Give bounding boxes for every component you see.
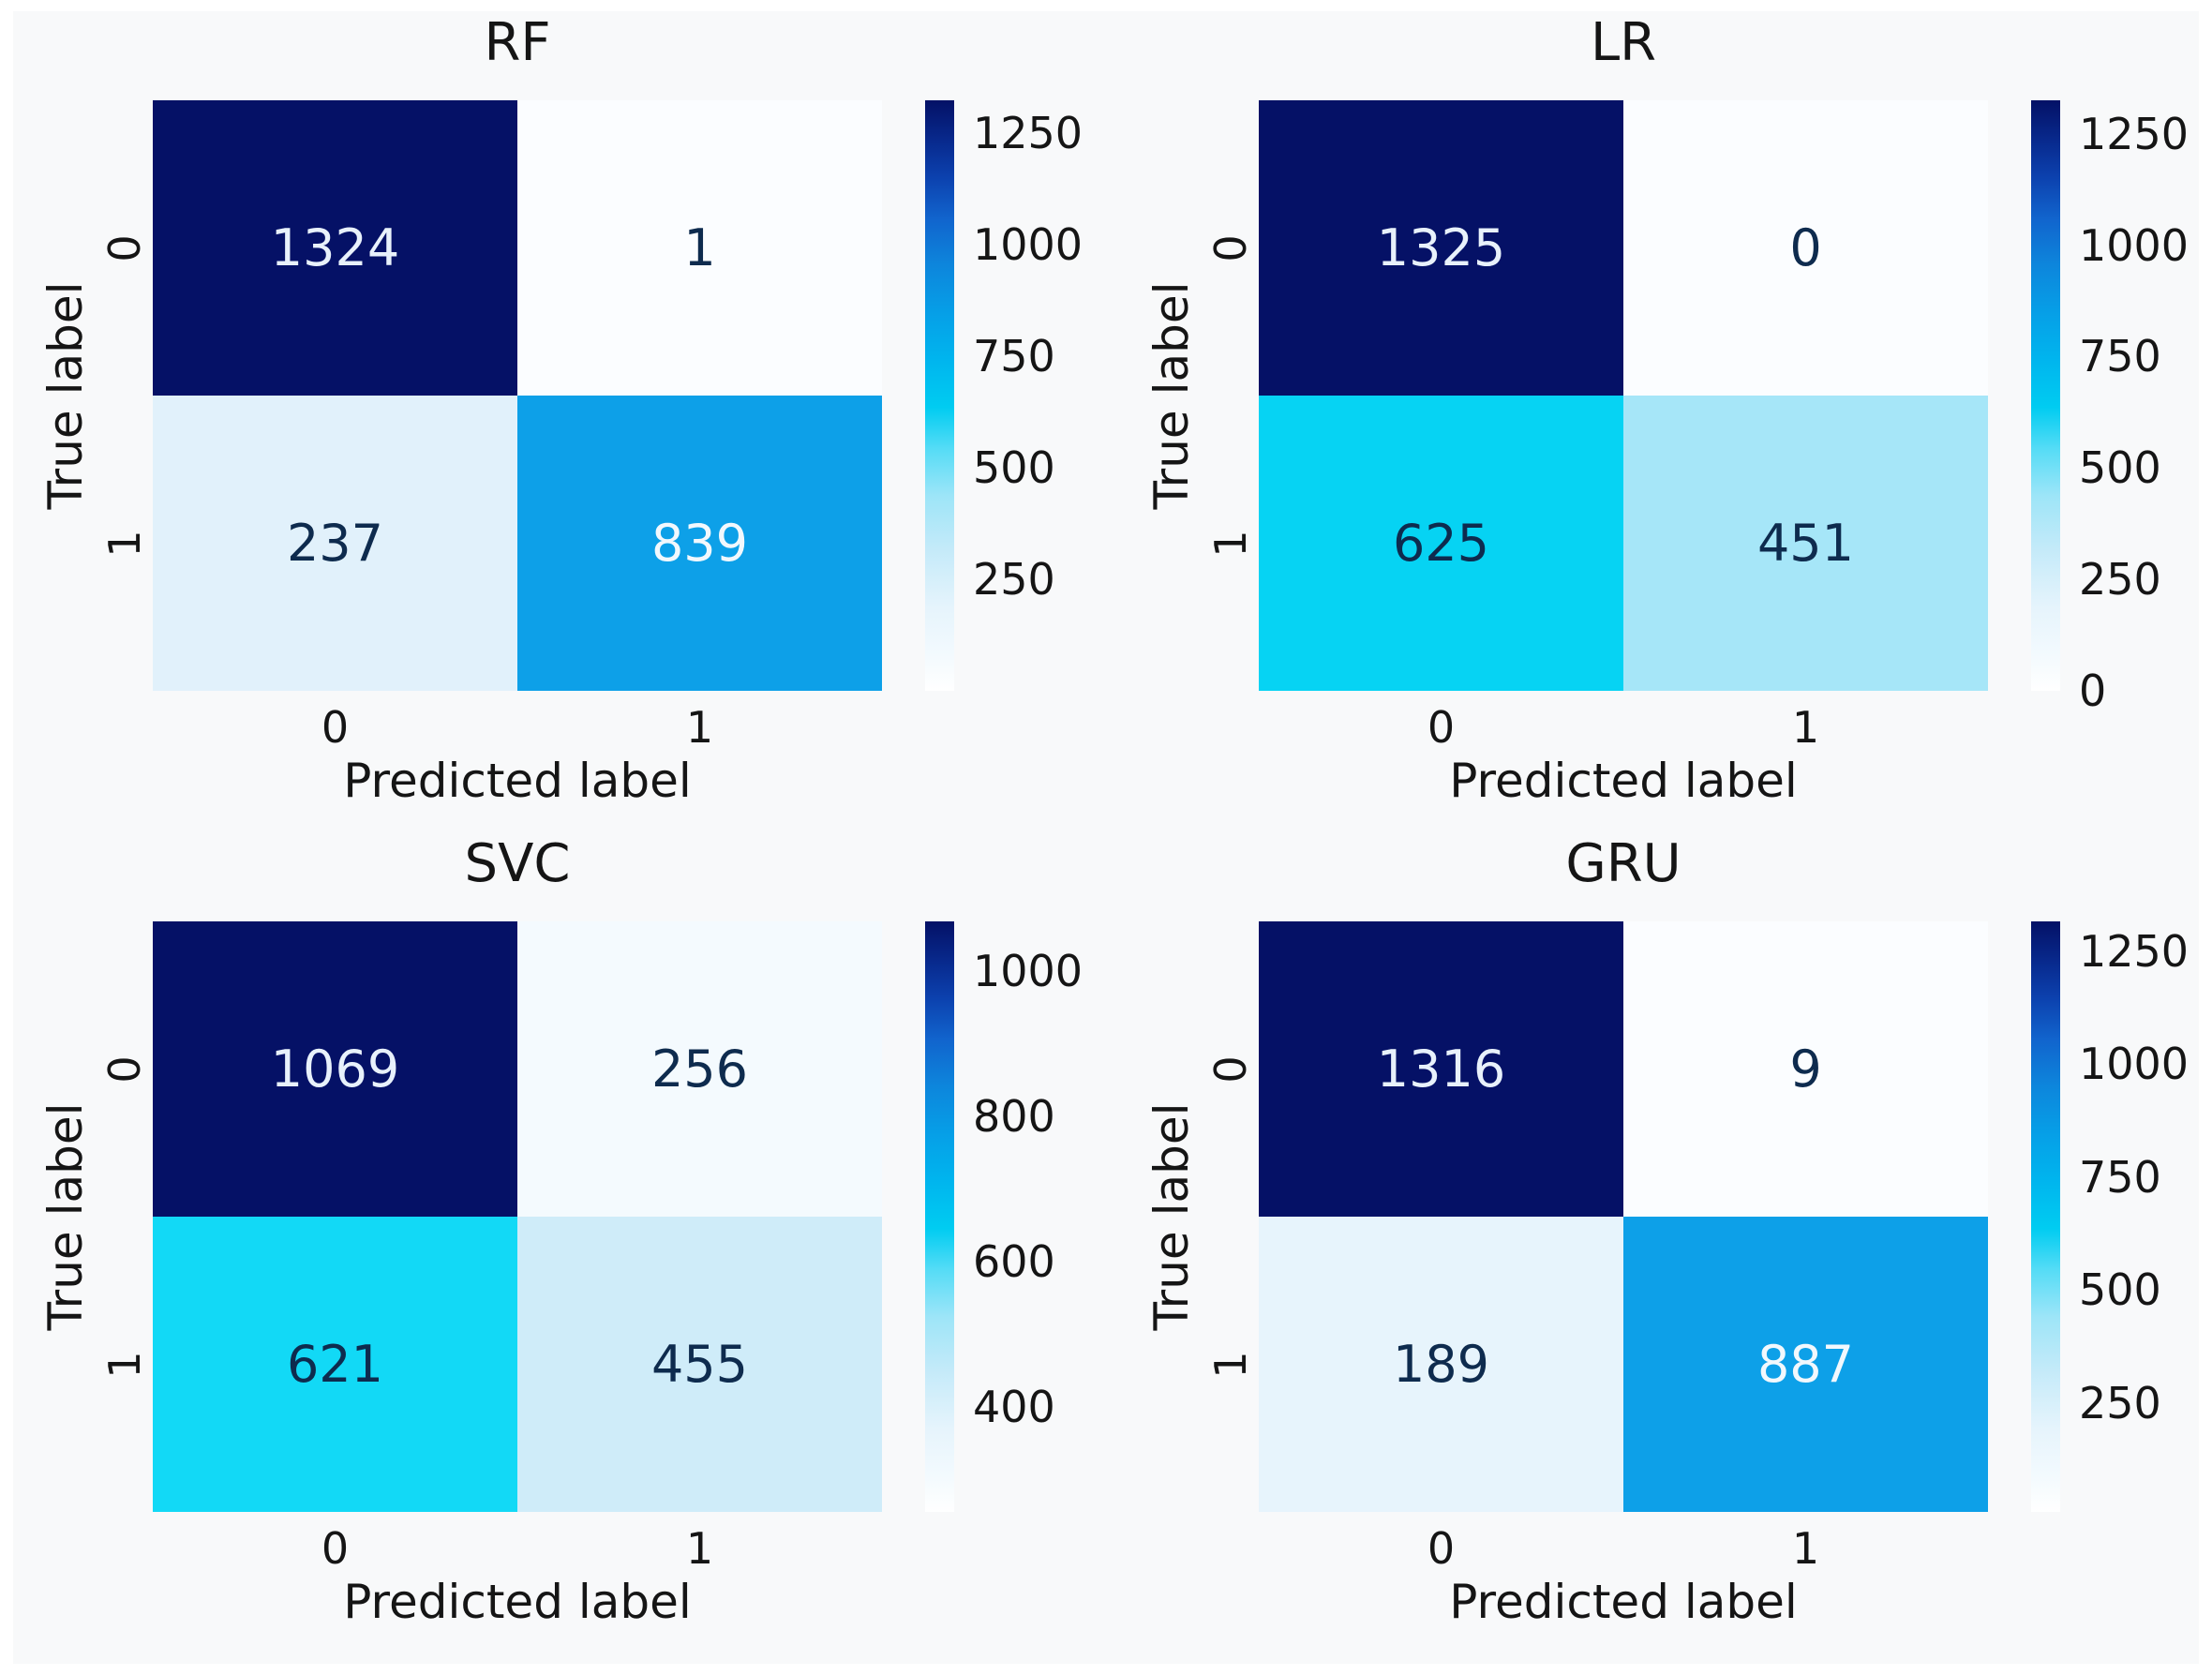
cell-value: 839: [650, 514, 749, 573]
colorbar-tick-label: 1250: [973, 108, 1084, 159]
y-axis-label: True label: [38, 281, 93, 510]
y-tick-label-1: 1: [99, 1350, 150, 1379]
colorbar-tick-label: 400: [973, 1382, 1055, 1433]
colorbar-tick-label: 750: [973, 331, 1055, 382]
colorbar-tick-label: 250: [2079, 1377, 2161, 1428]
colorbar-tick-label: 250: [2079, 554, 2161, 606]
colorbar: [925, 921, 954, 1512]
matrix-cell-r0c0: 1324: [153, 100, 517, 396]
colorbar-tick-label: 750: [2079, 331, 2161, 382]
panel-lr: LR 1325 0 625 451 0 1 Predicted label 0 1 True lab…: [1106, 0, 2212, 854]
panel-title: GRU: [1565, 833, 1681, 894]
colorbar-tick-label: 1250: [2079, 108, 2190, 159]
y-tick-label-0: 0: [99, 1054, 150, 1084]
colorbar-tick-label: 500: [973, 442, 1055, 494]
x-tick-label-1: 1: [1791, 1523, 1820, 1574]
panel-svc: SVC 1069 256 621 455 0 1 Predicted label 0 1 True …: [0, 821, 1106, 1675]
colorbar-tick-label: 1000: [973, 219, 1084, 271]
cell-value: 1324: [270, 218, 400, 277]
matrix-cell-r1c0: 625: [1259, 396, 1623, 691]
colorbar-tick-label: 250: [973, 554, 1055, 606]
colorbar: [2031, 921, 2060, 1512]
matrix-cell-r1c1: 451: [1623, 396, 1988, 691]
cell-value: 9: [1789, 1039, 1822, 1099]
matrix-cell-r0c1: 1: [517, 100, 882, 396]
panel-title: LR: [1590, 12, 1657, 73]
cell-value: 887: [1756, 1335, 1855, 1394]
x-axis-label: Predicted label: [343, 1575, 692, 1629]
matrix-cell-r0c1: 0: [1623, 100, 1988, 396]
matrix-cell-r1c1: 455: [517, 1217, 882, 1512]
x-tick-label-1: 1: [1791, 702, 1820, 753]
cell-value: 625: [1392, 514, 1490, 573]
x-axis-label: Predicted label: [1449, 1575, 1798, 1629]
x-tick-label-1: 1: [685, 702, 714, 753]
matrix-cell-r0c0: 1316: [1259, 921, 1623, 1217]
colorbar-tick-label: 750: [2079, 1151, 2161, 1203]
cell-value: 1069: [270, 1039, 400, 1099]
y-axis-label: True label: [1144, 281, 1199, 510]
colorbar: [925, 100, 954, 691]
y-tick-label-0: 0: [1205, 233, 1256, 262]
y-tick-label-0: 0: [1205, 1054, 1256, 1084]
cell-value: 455: [650, 1335, 749, 1394]
x-tick-label-0: 0: [1427, 1523, 1456, 1574]
colorbar-tick-label: 1250: [2079, 925, 2190, 977]
confusion-matrix: 1324 1 237 839: [153, 100, 882, 691]
y-axis-label: True label: [38, 1102, 93, 1331]
x-axis-label: Predicted label: [343, 754, 692, 808]
confusion-matrix: 1316 9 189 887: [1259, 921, 1988, 1512]
colorbar-tick-label: 0: [2079, 666, 2107, 716]
x-tick-label-0: 0: [321, 702, 350, 753]
panel-title: SVC: [464, 833, 571, 894]
cell-value: 1316: [1376, 1039, 1506, 1099]
matrix-cell-r0c1: 256: [517, 921, 882, 1217]
colorbar-tick-label: 1000: [2079, 219, 2190, 271]
cell-value: 1: [683, 218, 716, 277]
x-tick-label-0: 0: [321, 1523, 350, 1574]
cell-value: 451: [1756, 514, 1855, 573]
colorbar-tick-label: 600: [973, 1236, 1055, 1288]
y-tick-label-0: 0: [99, 233, 150, 262]
colorbar: [2031, 100, 2060, 691]
cell-value: 189: [1392, 1335, 1490, 1394]
matrix-cell-r0c0: 1325: [1259, 100, 1623, 396]
confusion-matrix: 1069 256 621 455: [153, 921, 882, 1512]
cell-value: 0: [1789, 218, 1822, 277]
x-tick-label-0: 0: [1427, 702, 1456, 753]
panel-rf: RF 1324 1 237 839 0 1 Predicted label 0 1 True lab…: [0, 0, 1106, 854]
x-tick-label-1: 1: [685, 1523, 714, 1574]
matrix-cell-r0c1: 9: [1623, 921, 1988, 1217]
confusion-matrix: 1325 0 625 451: [1259, 100, 1988, 691]
cell-value: 621: [286, 1335, 384, 1394]
matrix-cell-r1c1: 839: [517, 396, 882, 691]
matrix-cell-r1c0: 189: [1259, 1217, 1623, 1512]
x-axis-label: Predicted label: [1449, 754, 1798, 808]
colorbar-tick-label: 1000: [973, 946, 1084, 997]
cell-value: 256: [650, 1039, 749, 1099]
cell-value: 237: [286, 514, 384, 573]
y-tick-label-1: 1: [1205, 1350, 1256, 1379]
colorbar-tick-label: 500: [2079, 1264, 2161, 1316]
matrix-cell-r0c0: 1069: [153, 921, 517, 1217]
colorbar-tick-label: 500: [2079, 442, 2161, 494]
y-tick-label-1: 1: [99, 529, 150, 558]
panel-title: RF: [484, 12, 551, 73]
y-axis-label: True label: [1144, 1102, 1199, 1331]
panel-gru: GRU 1316 9 189 887 0 1 Predicted label 0 1 True la…: [1106, 821, 2212, 1675]
cell-value: 1325: [1376, 218, 1506, 277]
matrix-cell-r1c0: 237: [153, 396, 517, 691]
matrix-cell-r1c0: 621: [153, 1217, 517, 1512]
colorbar-tick-label: 800: [973, 1091, 1055, 1143]
y-tick-label-1: 1: [1205, 529, 1256, 558]
matrix-cell-r1c1: 887: [1623, 1217, 1988, 1512]
colorbar-tick-label: 1000: [2079, 1039, 2190, 1090]
